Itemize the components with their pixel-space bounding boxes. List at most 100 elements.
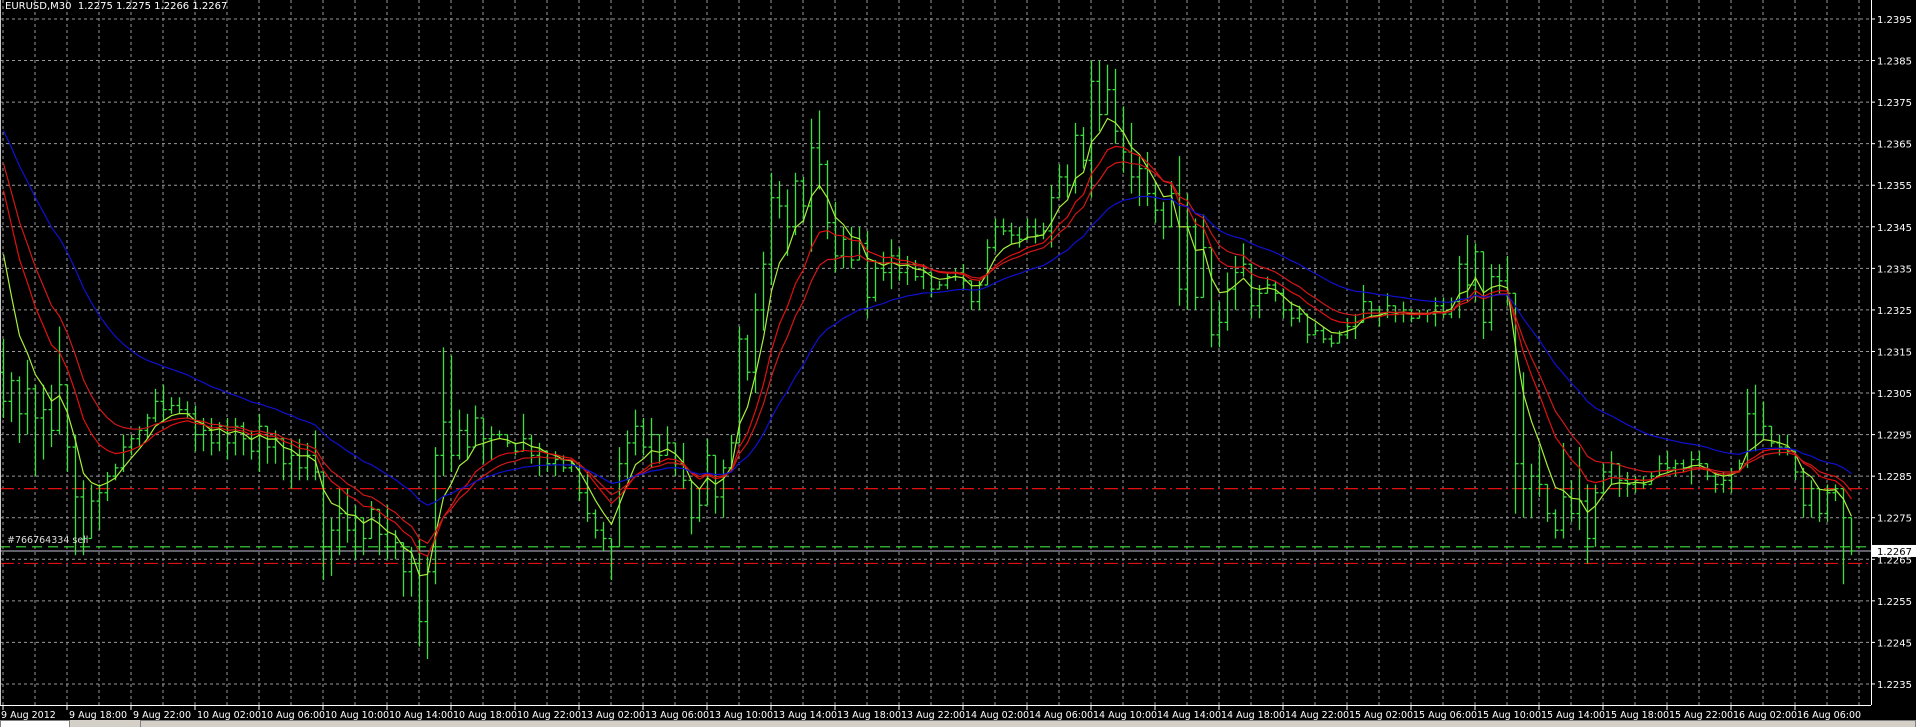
ohlc-bar (624, 430, 631, 481)
ohlc-bar (1496, 264, 1503, 294)
ohlc-bar (1000, 218, 1007, 236)
ohlc-bar (104, 472, 111, 502)
ma-slow-line (2, 160, 1852, 545)
ohlc-bar (488, 426, 495, 460)
ohlc-bar (1488, 264, 1495, 331)
ohlc-bar (408, 546, 415, 597)
ohlc-bar (1536, 447, 1543, 497)
ohlc-bar (1112, 68, 1119, 144)
ohlc-bar (496, 430, 503, 439)
ohlc-bar (152, 388, 159, 423)
y-tick-label: 1.2285 (1877, 472, 1912, 483)
y-tick-label: 1.2375 (1877, 98, 1912, 109)
x-tick-label: 15 Aug 10:00 (1477, 710, 1541, 721)
chart-title: EURUSD,M30 1.2275 1.2275 1.2266 1.2267 (5, 1, 227, 12)
chart-tab[interactable] (0, 720, 70, 727)
ohlc-bar (1552, 509, 1559, 539)
ohlc-bar (1264, 276, 1271, 294)
x-tick-label: 14 Aug 14:00 (1157, 710, 1221, 721)
ohlc-bar (704, 438, 711, 506)
ohlc-bar (1720, 472, 1727, 493)
ohlc-bar (416, 538, 423, 647)
ohlc-bar (840, 226, 847, 269)
ohlc-bar (1280, 289, 1287, 319)
ohlc-bar (1848, 517, 1855, 556)
ohlc-bars (0, 60, 1855, 660)
moving-averages (2, 117, 1853, 577)
ohlc-bar (216, 422, 223, 452)
y-tick-label: 1.2275 (1877, 514, 1912, 525)
ohlc-bar (600, 521, 607, 551)
ohlc-bar (784, 189, 791, 256)
ohlc-bar (808, 118, 815, 252)
ohlc-bar (1472, 243, 1479, 302)
y-tick-label: 1.2365 (1877, 140, 1912, 151)
y-tick-label: 1.2345 (1877, 223, 1912, 234)
x-tick-label: 14 Aug 10:00 (1093, 710, 1157, 721)
ohlc-bar (1192, 218, 1199, 310)
x-tick-label: 14 Aug 02:00 (965, 710, 1029, 721)
ohlc-bar (1840, 487, 1847, 585)
ohlc-bar (528, 434, 535, 464)
ohlc-bar (56, 326, 63, 435)
x-tick-label: 15 Aug 06:00 (1413, 710, 1477, 721)
ohlc-bar (792, 172, 799, 236)
ohlc-bar (1312, 322, 1319, 336)
x-tick-label: 13 Aug 02:00 (581, 710, 645, 721)
ohlc-bar (1752, 384, 1759, 452)
ohlc-bar (480, 417, 487, 464)
ohlc-bar (232, 417, 239, 456)
order-label[interactable]: #766764334 sell (7, 535, 89, 546)
ohlc-bar (1800, 467, 1807, 518)
ohlc-bar (584, 472, 591, 522)
x-tick-label: 10 Aug 18:00 (453, 710, 517, 721)
y-tick-label: 1.2395 (1877, 15, 1912, 26)
ohlc-bar (88, 484, 95, 540)
ohlc-bar (880, 251, 887, 281)
ohlc-bar (1064, 164, 1071, 198)
ohlc-bar (824, 160, 831, 240)
ohlc-bar (1600, 463, 1607, 494)
ohlc-bar (1704, 463, 1711, 481)
chart-tab[interactable] (140, 720, 1916, 727)
ohlc-bar (768, 172, 775, 285)
ohlc-bar (440, 347, 447, 477)
ohlc-bar (80, 480, 87, 556)
ohlc-bar (1808, 480, 1815, 518)
ohlc-bar (1384, 293, 1391, 319)
ohlc-bar (1080, 127, 1087, 169)
ohlc-bar (1096, 60, 1103, 132)
x-tick-label: 16 Aug 06:00 (1797, 710, 1861, 721)
ohlc-bar (1664, 451, 1671, 473)
price-levels (0, 488, 1871, 565)
x-tick-label: 15 Aug 18:00 (1605, 710, 1669, 721)
ohlc-bar (1048, 185, 1055, 248)
y-tick-label: 1.2265 (1877, 555, 1912, 566)
ohlc-bar (1232, 255, 1239, 310)
ohlc-bar (288, 438, 295, 489)
ohlc-bar (256, 413, 263, 473)
ohlc-bar (64, 384, 71, 473)
ohlc-bar (448, 355, 455, 473)
ohlc-bar (1104, 64, 1111, 116)
ohlc-bar (1288, 301, 1295, 327)
ohlc-bar (1152, 181, 1159, 223)
ohlc-bar (648, 417, 655, 468)
y-tick-label: 1.2385 (1877, 57, 1912, 68)
x-tick-label: 14 Aug 22:00 (1285, 710, 1349, 721)
ohlc-bar (1528, 463, 1535, 518)
symbol-label: EURUSD,M30 (5, 1, 72, 12)
ohlc-bar (1712, 472, 1719, 493)
ohlc-bar (160, 384, 167, 423)
ohlc-bar (656, 433, 663, 464)
ohlc-bar (1440, 297, 1447, 319)
ohlc-bar (360, 517, 367, 556)
x-tick-label: 9 Aug 2012 (1, 710, 56, 721)
ohlc-bar (776, 181, 783, 219)
ohlc-bar (432, 447, 439, 585)
x-tick-label: 13 Aug 22:00 (901, 710, 965, 721)
ohlc-bar (1056, 164, 1063, 199)
ohlc-bar (1408, 309, 1415, 323)
ohlc-bar (864, 230, 871, 319)
